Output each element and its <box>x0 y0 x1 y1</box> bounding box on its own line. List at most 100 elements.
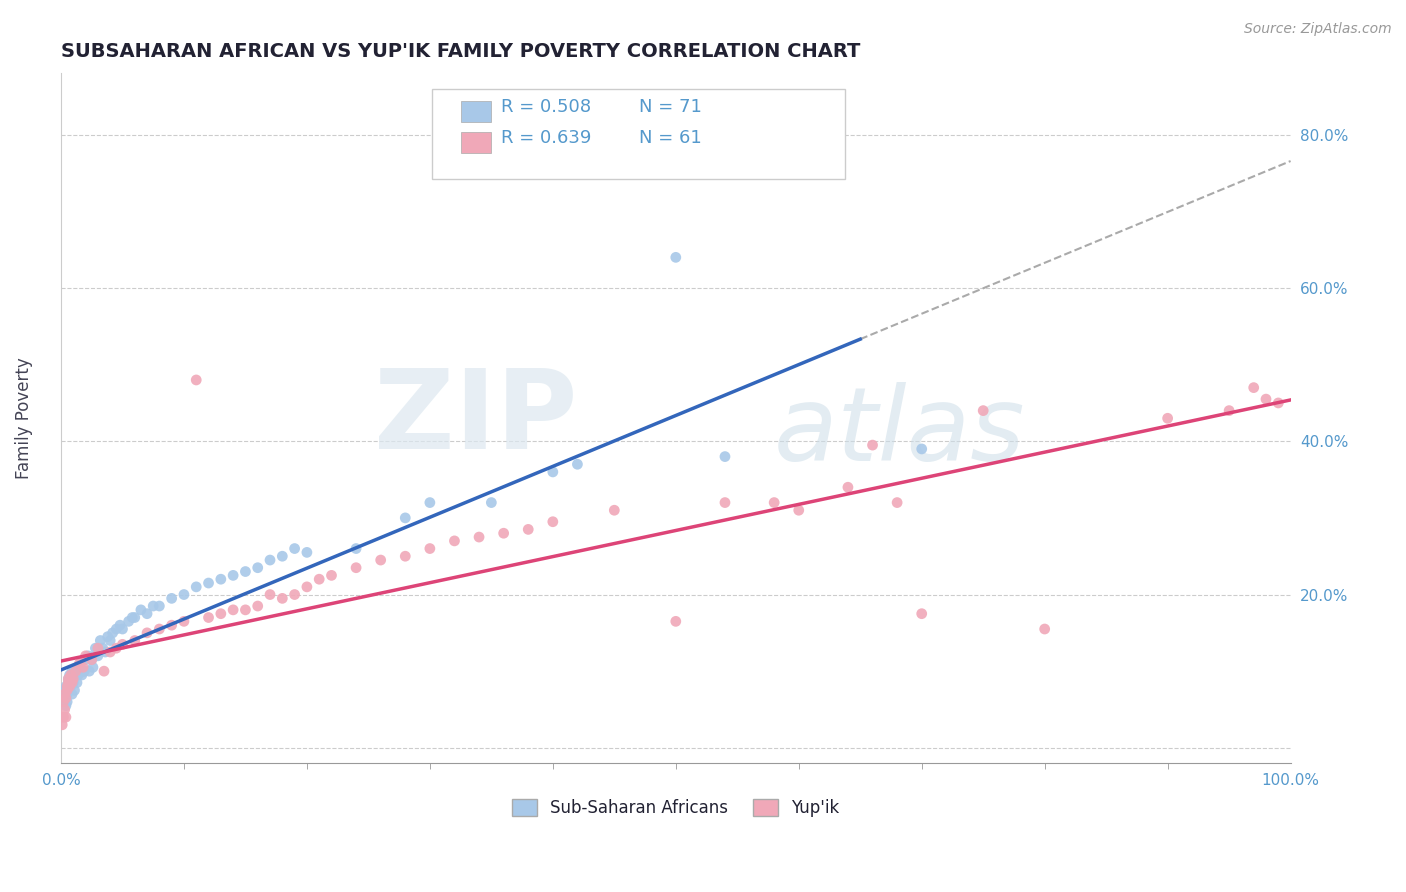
Point <box>541 465 564 479</box>
Point <box>886 495 908 509</box>
Point <box>1267 396 1289 410</box>
Point <box>53 687 76 701</box>
Point <box>308 572 330 586</box>
Text: ZIP: ZIP <box>374 365 578 472</box>
Point <box>70 668 93 682</box>
Point <box>101 625 124 640</box>
Point <box>111 622 134 636</box>
Point <box>136 625 159 640</box>
Point <box>111 637 134 651</box>
Point <box>62 672 84 686</box>
Point <box>58 675 80 690</box>
Point <box>419 495 441 509</box>
Point <box>56 695 79 709</box>
Point <box>87 648 110 663</box>
Point <box>1254 392 1277 406</box>
Point <box>105 622 128 636</box>
Legend: Sub-Saharan Africans, Yup'ik: Sub-Saharan Africans, Yup'ik <box>505 792 846 824</box>
Point <box>271 591 294 606</box>
FancyBboxPatch shape <box>461 132 491 153</box>
Point <box>1033 622 1056 636</box>
Point <box>80 653 103 667</box>
Point <box>55 691 77 706</box>
Point <box>60 675 83 690</box>
Point <box>97 630 120 644</box>
Point <box>173 588 195 602</box>
Point <box>52 695 75 709</box>
Point <box>911 607 934 621</box>
Point <box>492 526 515 541</box>
Point <box>72 660 94 674</box>
Point <box>186 373 208 387</box>
Point <box>89 633 111 648</box>
Point <box>93 664 115 678</box>
FancyBboxPatch shape <box>461 101 491 121</box>
Point <box>84 641 107 656</box>
Text: Source: ZipAtlas.com: Source: ZipAtlas.com <box>1244 22 1392 37</box>
Text: SUBSAHARAN AFRICAN VS YUP'IK FAMILY POVERTY CORRELATION CHART: SUBSAHARAN AFRICAN VS YUP'IK FAMILY POVE… <box>60 42 860 61</box>
Point <box>63 683 86 698</box>
Point <box>60 664 83 678</box>
Point <box>62 675 84 690</box>
Point <box>129 603 152 617</box>
Point <box>284 588 307 602</box>
Point <box>91 641 114 656</box>
Point <box>235 603 257 617</box>
Point <box>295 545 318 559</box>
Point <box>517 522 540 536</box>
Text: atlas: atlas <box>775 382 1025 482</box>
Point <box>108 618 131 632</box>
Point <box>59 672 82 686</box>
Point <box>271 549 294 564</box>
Point <box>665 251 688 265</box>
Point <box>541 515 564 529</box>
Point <box>419 541 441 556</box>
Point <box>51 718 73 732</box>
Text: N = 71: N = 71 <box>638 97 702 116</box>
Point <box>394 549 416 564</box>
Point <box>972 403 994 417</box>
Point <box>235 565 257 579</box>
Point <box>58 672 80 686</box>
Point <box>69 657 91 671</box>
Text: R = 0.508: R = 0.508 <box>501 97 592 116</box>
Point <box>60 687 83 701</box>
Point <box>98 645 121 659</box>
Point <box>56 683 79 698</box>
Point <box>567 457 589 471</box>
Point <box>665 615 688 629</box>
Y-axis label: Family Poverty: Family Poverty <box>15 358 32 479</box>
Point <box>117 615 139 629</box>
Point <box>246 560 269 574</box>
Point <box>136 607 159 621</box>
Point <box>142 599 165 613</box>
Point <box>714 495 737 509</box>
Point <box>479 495 502 509</box>
Point <box>124 633 146 648</box>
Point <box>259 588 281 602</box>
Point <box>80 653 103 667</box>
Point <box>65 664 87 678</box>
Point <box>66 675 89 690</box>
Point <box>603 503 626 517</box>
Point <box>209 607 232 621</box>
Point <box>87 641 110 656</box>
Point <box>321 568 343 582</box>
Point <box>98 633 121 648</box>
Point <box>67 657 90 671</box>
Point <box>197 610 219 624</box>
Point <box>77 648 100 663</box>
Point <box>714 450 737 464</box>
Point <box>65 664 87 678</box>
Point <box>1218 403 1240 417</box>
Point <box>222 568 245 582</box>
Text: R = 0.639: R = 0.639 <box>501 128 592 146</box>
Point <box>787 503 810 517</box>
Point <box>58 675 80 690</box>
Point <box>59 680 82 694</box>
Point <box>173 615 195 629</box>
Point <box>148 599 170 613</box>
Point <box>284 541 307 556</box>
Point <box>197 576 219 591</box>
Point <box>62 668 84 682</box>
